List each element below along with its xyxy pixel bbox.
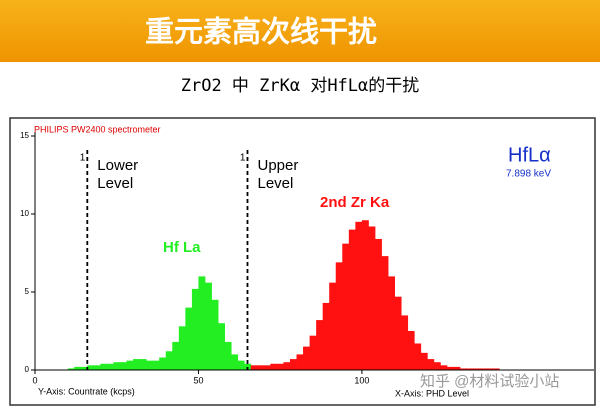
histogram-bar [178, 326, 186, 370]
upper-label: Upper [257, 157, 298, 174]
histogram-bar [361, 220, 369, 370]
upper-label: Level [257, 175, 293, 192]
histogram-bar [139, 359, 147, 370]
histogram-bar [172, 341, 180, 370]
y-axis-label: Y-Axis: Countrate (kcps) [38, 386, 135, 396]
y-tick-label: 0 [25, 365, 30, 374]
line-energy: 7.898 keV [506, 169, 551, 180]
histogram-bar [433, 362, 441, 370]
histogram-bar [446, 366, 454, 370]
x-tick-label: 0 [32, 375, 37, 385]
histogram-bar [237, 360, 245, 370]
histogram-bar [165, 351, 173, 370]
histogram-bar [420, 352, 428, 370]
y-tick-label: 5 [25, 287, 30, 296]
histogram-bar [414, 343, 422, 370]
histogram-bar [204, 282, 212, 370]
histogram-bar [113, 362, 121, 370]
title: 重元素高次线干扰 [145, 16, 377, 49]
histogram-bar [224, 341, 232, 370]
histogram-bar [218, 323, 226, 370]
histogram-bar [479, 368, 487, 370]
histogram-bar [355, 221, 363, 370]
histogram-bar [198, 276, 206, 370]
histogram-bar [374, 238, 382, 370]
histogram-bar [440, 365, 448, 370]
histogram-bar [283, 362, 291, 370]
histogram-bar [388, 276, 395, 370]
line-label: HfLα [508, 144, 551, 166]
histogram-bar [133, 359, 141, 370]
histogram-bar [466, 368, 474, 370]
y-tick-label: 15 [20, 131, 29, 140]
histogram-bar [335, 262, 343, 370]
histogram-bar [427, 359, 435, 370]
histogram-bar [263, 365, 271, 370]
histogram-bar [342, 243, 350, 370]
level-marker: 1 [240, 153, 246, 164]
histogram-bar [159, 357, 167, 370]
histogram-bar [276, 363, 284, 370]
histogram-bar [401, 315, 409, 370]
series-label: 2nd Zr Ka [320, 194, 390, 211]
subtitle: ZrO2 中 ZrKα 对HfLα的干扰 [181, 76, 420, 96]
histogram-bar [407, 331, 415, 370]
histogram-bar [473, 368, 480, 370]
histogram-bar [93, 365, 101, 370]
histogram-bar [146, 360, 154, 370]
histogram-bar [394, 296, 402, 370]
histogram-bar [348, 229, 356, 370]
x-tick-label: 100 [354, 375, 369, 385]
histogram-bar [296, 354, 304, 370]
x-axis-label: X-Axis: PHD Level [395, 388, 469, 398]
histogram-bar [289, 359, 297, 370]
histogram-bar [270, 363, 278, 370]
histogram-bar [152, 360, 160, 370]
histogram-bar [329, 282, 337, 370]
watermark: 知乎 @材料试验小站 [420, 373, 559, 390]
lower-label: Level [97, 175, 133, 192]
histogram-bar [100, 363, 108, 370]
histogram-bar [185, 307, 193, 370]
histogram-bar [231, 354, 239, 370]
histogram-bar [126, 360, 134, 370]
histogram-bar [492, 368, 500, 370]
y-tick-label: 10 [20, 209, 29, 218]
histogram-bar [309, 335, 317, 370]
level-marker: 1 [80, 153, 86, 164]
histogram-bar [486, 368, 494, 370]
histogram-bar [453, 366, 461, 370]
banner [0, 0, 600, 62]
instrument: PHILIPS PW2400 spectrometer [34, 124, 161, 134]
histogram-bar [244, 363, 252, 370]
x-tick-label: 50 [193, 375, 203, 385]
histogram-bar [80, 366, 88, 370]
series-label: Hf La [163, 239, 201, 256]
histogram-bar [303, 346, 310, 370]
histogram-bar [191, 288, 199, 370]
histogram-bar [316, 320, 324, 370]
histogram-bar [381, 256, 389, 370]
histogram-bar [250, 365, 258, 370]
histogram-bar [106, 363, 114, 370]
histogram-bar [257, 365, 265, 370]
histogram-bar [119, 362, 127, 370]
histogram-bar [87, 365, 95, 370]
histogram-bar [67, 368, 75, 370]
histogram-bar [368, 226, 376, 370]
histogram-bar [211, 299, 219, 370]
lower-label: Lower [97, 157, 138, 174]
histogram-bar [74, 366, 82, 370]
histogram-bar [322, 302, 330, 370]
histogram-bar [459, 368, 467, 370]
